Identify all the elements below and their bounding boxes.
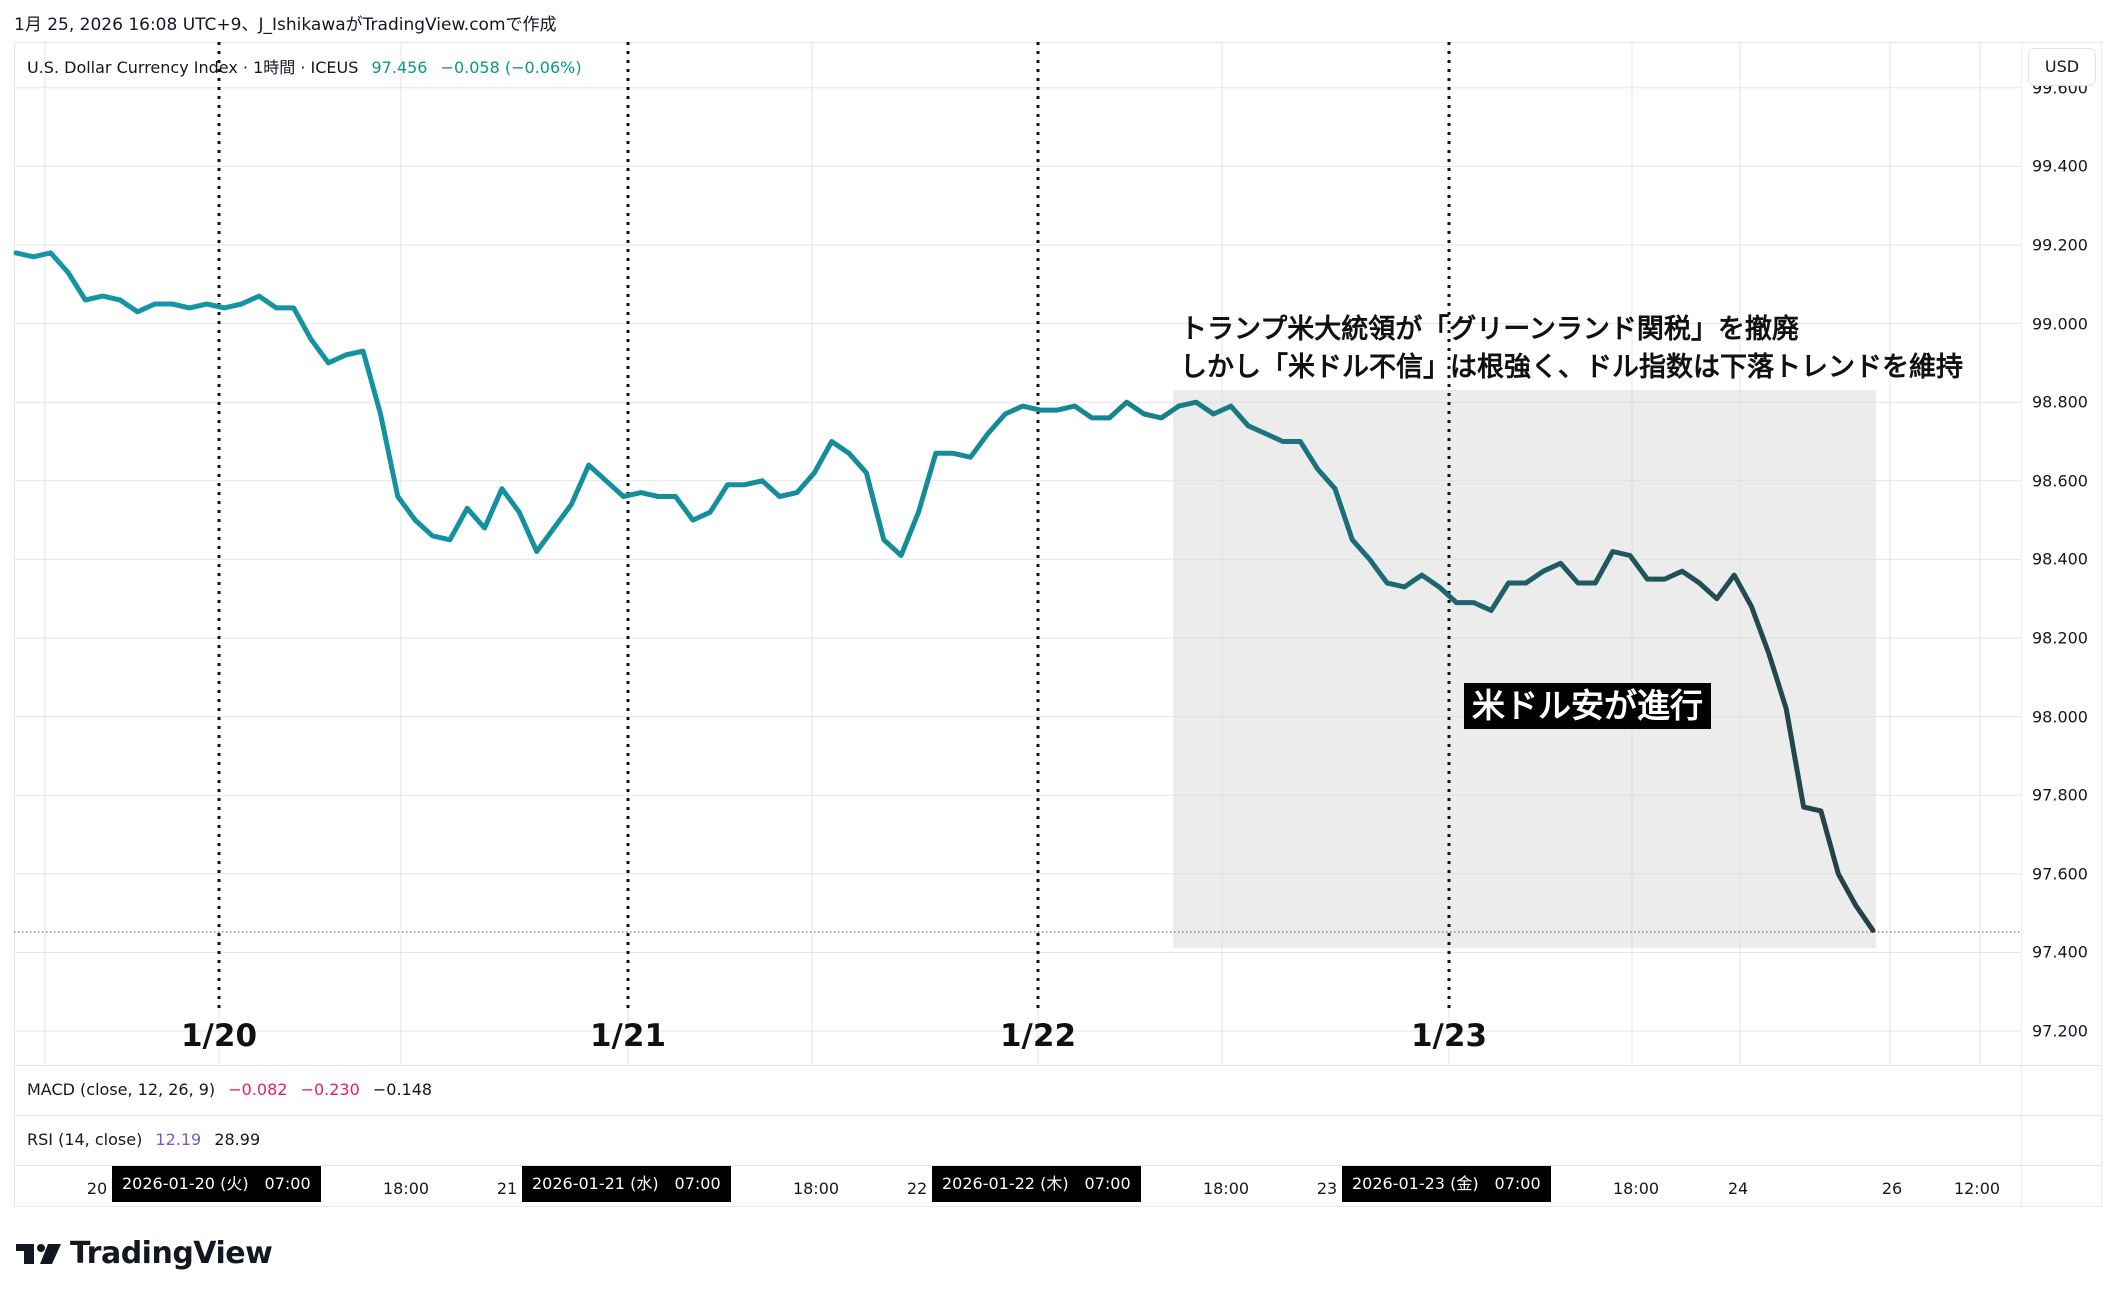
headline-annotation-line2: しかし「米ドル不信」は根強く、ドル指数は下落トレンドを維持: [1180, 352, 1963, 383]
price-change: −0.058 (−0.06%): [440, 58, 582, 77]
tradingview-logo[interactable]: TradingView: [16, 1236, 273, 1271]
price-axis-label: 97.600: [2032, 864, 2088, 884]
last-price: 97.456: [371, 58, 428, 77]
currency-button[interactable]: USD: [2028, 48, 2096, 86]
rsi-ma: 28.99: [214, 1130, 261, 1149]
brand-name: TradingView: [70, 1236, 273, 1271]
price-axis-label: 98.800: [2032, 392, 2088, 412]
date-marker-label: 1/23: [1410, 1018, 1488, 1054]
symbol-legend[interactable]: U.S. Dollar Currency Index · 1時間 · ICEUS…: [27, 54, 582, 78]
price-axis-label: 98.400: [2032, 549, 2088, 569]
chart-frame: [14, 42, 2102, 1207]
time-tick: 20: [86, 1179, 108, 1198]
headline-annotation-line1: トランプ米大統領が「グリーンランド関税」を撤廃: [1180, 314, 1799, 345]
symbol-title: U.S. Dollar Currency Index · 1時間 · ICEUS: [27, 58, 359, 77]
rsi-legend: RSI (14, close) 12.19 28.99: [27, 1130, 268, 1149]
price-axis-label: 99.200: [2032, 235, 2088, 255]
time-tick: 18:00: [1612, 1179, 1660, 1198]
time-tick: 24: [1727, 1179, 1749, 1198]
time-tick: 18:00: [382, 1179, 430, 1198]
rsi-pane[interactable]: RSI (14, close) 12.19 28.99: [14, 1115, 2102, 1165]
time-tick: 18:00: [1202, 1179, 1250, 1198]
time-tick: 21: [496, 1179, 518, 1198]
price-axis-label: 99.000: [2032, 314, 2088, 334]
price-axis-label: 98.600: [2032, 471, 2088, 491]
date-marker-label: 1/22: [999, 1018, 1077, 1054]
time-tick: 12:00: [1953, 1179, 2001, 1198]
price-axis-label: 98.200: [2032, 628, 2088, 648]
time-tick: 22: [906, 1179, 928, 1198]
rsi-label: RSI (14, close): [27, 1130, 143, 1149]
macd-histogram: −0.148: [372, 1080, 433, 1099]
time-tick: 18:00: [792, 1179, 840, 1198]
macd-label: MACD (close, 12, 26, 9): [27, 1080, 216, 1099]
price-axis-label: 97.800: [2032, 785, 2088, 805]
highlight-region: [1173, 390, 1876, 948]
grid-lines-over-box: [14, 42, 2021, 1065]
date-marker-label: 1/21: [589, 1018, 667, 1054]
price-axis-label: 98.000: [2032, 707, 2088, 727]
callout-annotation: 米ドル安が進行: [1464, 683, 1711, 729]
price-axis-label: 97.400: [2032, 942, 2088, 962]
tradingview-logo-icon: [16, 1243, 61, 1264]
price-axis-label: 97.200: [2032, 1021, 2088, 1041]
macd-value: −0.082: [228, 1080, 288, 1099]
price-axis-separator: [2021, 42, 2022, 1207]
date-marker-label: 1/20: [180, 1018, 258, 1054]
macd-signal: −0.230: [300, 1080, 360, 1099]
time-tick: 23: [1316, 1179, 1338, 1198]
time-crosshair-label: 2026-01-20 (火) 07:00: [112, 1166, 321, 1202]
rsi-value: 12.19: [155, 1130, 202, 1149]
macd-pane[interactable]: MACD (close, 12, 26, 9) −0.082 −0.230 −0…: [14, 1065, 2102, 1115]
time-crosshair-label: 2026-01-21 (水) 07:00: [522, 1166, 731, 1202]
price-line[interactable]: [13, 250, 1876, 933]
time-tick: 26: [1881, 1179, 1903, 1198]
macd-legend: MACD (close, 12, 26, 9) −0.082 −0.230 −0…: [27, 1080, 440, 1099]
time-crosshair-label: 2026-01-23 (金) 07:00: [1342, 1166, 1551, 1202]
time-axis[interactable]: 20 2026-01-20 (火) 07:00 18:00 21 2026-01…: [14, 1165, 2102, 1207]
price-axis-label: 99.400: [2032, 156, 2088, 176]
time-crosshair-label: 2026-01-22 (木) 07:00: [932, 1166, 1141, 1202]
chart-caption: 1月 25, 2026 16:08 UTC+9、J_IshikawaがTradi…: [14, 15, 557, 35]
